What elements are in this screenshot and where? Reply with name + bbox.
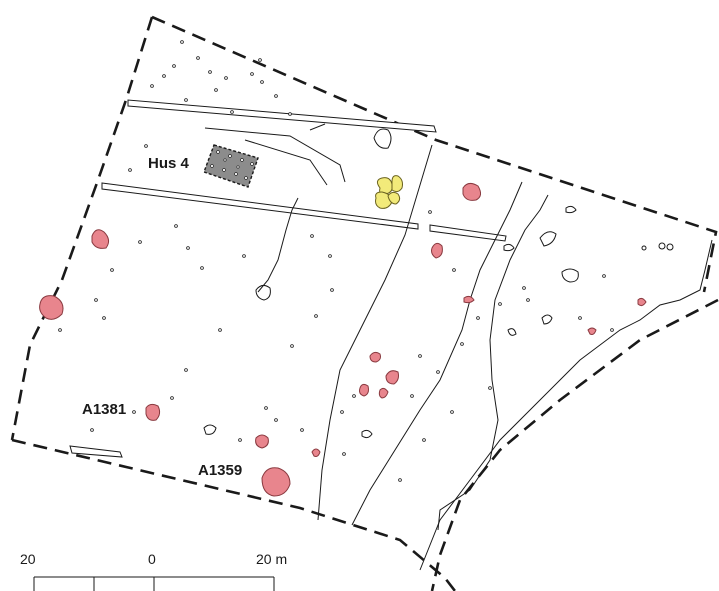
- feature-a1359-label: A1359: [198, 462, 243, 479]
- pit-features: [39, 182, 647, 497]
- scale-tick-left: 20: [20, 551, 36, 567]
- scale-tick-zero: 0: [148, 551, 156, 567]
- unfilled-features: [203, 128, 674, 439]
- postholes: [58, 40, 614, 482]
- house-4-structure: [203, 144, 259, 188]
- hearth-features: [375, 175, 403, 209]
- excavation-boundary: [10, 15, 719, 591]
- scale-tick-right: 20 m: [256, 551, 288, 567]
- trench-lines: [69, 99, 713, 571]
- feature-a1381-label: A1381: [82, 401, 127, 418]
- scale-bar: [33, 576, 275, 591]
- house-4-label: Hus 4: [148, 155, 189, 172]
